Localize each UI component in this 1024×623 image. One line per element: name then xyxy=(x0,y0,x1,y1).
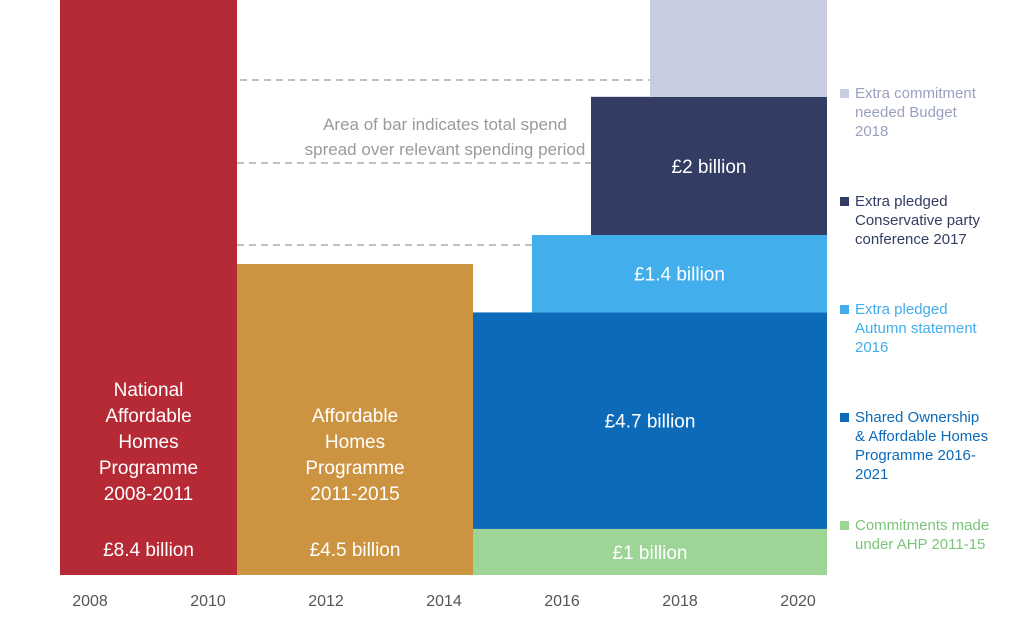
bar-6 xyxy=(650,0,827,97)
legend-label: Shared Ownership & Affordable Homes Prog… xyxy=(855,409,989,483)
bar-0 xyxy=(60,0,237,575)
legend-label: Extra pledged Autumn statement 2016 xyxy=(855,301,977,356)
bar-value-label-2: £1 billion xyxy=(613,543,688,564)
bar-5 xyxy=(591,96,827,236)
bar-value-label-4: £1.4 billion xyxy=(634,265,725,286)
bar-value-label-3: £4.7 billion xyxy=(605,412,696,433)
legend-label: Extra pledged Conservative party confere… xyxy=(855,193,981,248)
x-tick-label: 2008 xyxy=(72,593,108,610)
legend-item-commitments-ahp-2011-15: Commitments made under AHP 2011-15 xyxy=(840,516,989,554)
x-tick-label: 2014 xyxy=(426,593,462,610)
chart-annotation: Area of bar indicates total spend spread … xyxy=(305,115,586,159)
legend-item-extra-pledged-autumn-2016: Extra pledged Autumn statement 2016 xyxy=(840,300,977,357)
legend-swatch xyxy=(840,89,849,98)
bar-value-label-1: £4.5 billion xyxy=(310,540,401,561)
x-axis: 2008 2010 2012 2014 2016 2018 2020 xyxy=(72,593,816,610)
bar-labels: National Affordable Homes Programme 2008-201… xyxy=(99,157,747,564)
legend-item-extra-commitment-budget-2018: Extra commitment needed Budget 2018 xyxy=(840,84,976,141)
legend-label: Commitments made under AHP 2011-15 xyxy=(855,517,990,553)
x-tick-label: 2016 xyxy=(544,593,580,610)
legend-swatch xyxy=(840,521,849,530)
bar-1 xyxy=(237,264,473,575)
legend-swatch xyxy=(840,197,849,206)
bar-label-1: Affordable Homes Programme 2011-2015 xyxy=(305,406,404,505)
legend-label: Extra commitment needed Budget 2018 xyxy=(855,85,976,140)
x-tick-label: 2012 xyxy=(308,593,344,610)
bars xyxy=(60,0,827,575)
bar-3 xyxy=(473,312,827,529)
x-tick-label: 2018 xyxy=(662,593,698,610)
legend-item-extra-pledged-conservative-2017: Extra pledged Conservative party confere… xyxy=(840,192,980,249)
legend-swatch xyxy=(840,305,849,314)
bar-value-label-0: £8.4 billion xyxy=(103,540,194,561)
x-tick-label: 2020 xyxy=(780,593,816,610)
bar-value-label-5: £2 billion xyxy=(672,157,747,178)
bar-4 xyxy=(532,235,827,313)
legend-swatch xyxy=(840,413,849,422)
legend-item-shared-ownership-2016-2021: Shared Ownership & Affordable Homes Prog… xyxy=(840,408,988,484)
x-tick-label: 2010 xyxy=(190,593,226,610)
bar-2 xyxy=(473,528,827,575)
bar-label-0: National Affordable Homes Programme 2008-201… xyxy=(99,380,198,505)
